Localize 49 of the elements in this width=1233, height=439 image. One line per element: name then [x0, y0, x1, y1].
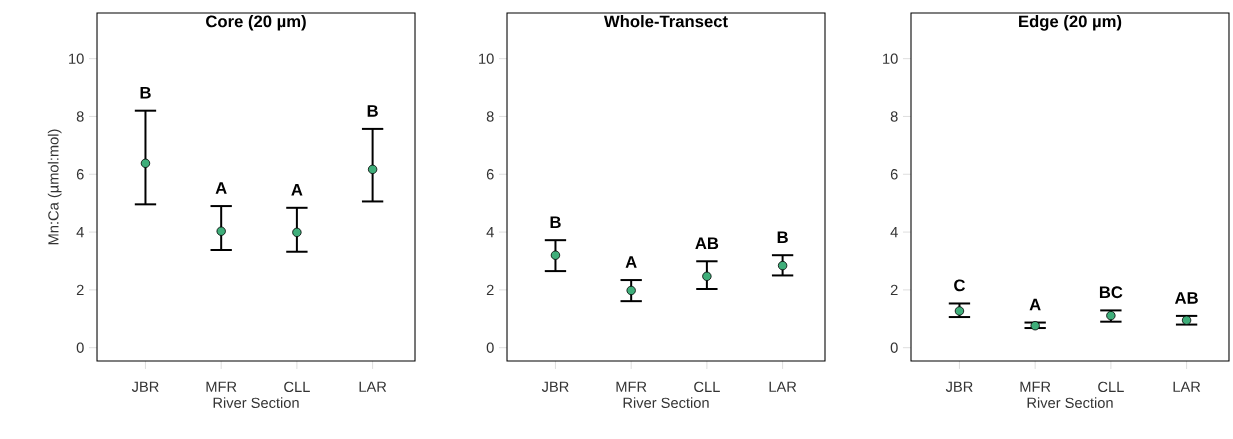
annotation: B	[367, 105, 378, 117]
annotation: B	[140, 86, 151, 99]
x-axis-title: River Section	[623, 397, 709, 409]
y-tick-label: 8	[76, 111, 84, 122]
chart-title: Core (20 µm)	[206, 15, 306, 31]
y-tick-label: 10	[69, 53, 84, 64]
annotation: B	[777, 231, 788, 243]
y-tick-label: 4	[76, 227, 84, 238]
annotation: AB	[1174, 292, 1198, 304]
x-tick-label: CLL	[694, 381, 720, 393]
y-tick-label: 4	[486, 227, 494, 238]
x-tick-label: MFR	[206, 381, 237, 392]
chart-title: Whole-Transect	[603, 15, 728, 28]
y-tick-label: 8	[486, 111, 494, 122]
y-tick-label: 2	[890, 284, 898, 296]
x-tick-label: LAR	[769, 381, 797, 392]
y-tick-label: 8	[890, 111, 898, 122]
annotation: A	[625, 256, 637, 268]
annotation: B	[550, 216, 561, 228]
y-tick-label: 10	[479, 53, 494, 64]
y-tick-label: 2	[486, 284, 494, 296]
y-tick-label: 6	[76, 169, 84, 180]
y-tick-label: 10	[883, 53, 898, 64]
annotation: A	[1029, 298, 1041, 311]
y-axis-title: Mn:Ca (µmol:mol)	[47, 129, 62, 245]
y-tick-label: 6	[486, 169, 494, 180]
x-axis-title: River Section	[213, 397, 299, 409]
y-tick-label: 2	[76, 284, 84, 296]
y-tick-label: 0	[890, 342, 898, 353]
x-tick-label: LAR	[1173, 381, 1201, 392]
annotation: C	[954, 279, 966, 292]
x-tick-label: JBR	[131, 381, 159, 392]
y-tick-label: 6	[890, 169, 898, 180]
x-tick-label: JBR	[541, 381, 569, 392]
annotation: A	[215, 182, 227, 194]
x-tick-label: CLL	[1098, 381, 1124, 393]
annotation: A	[291, 184, 303, 196]
y-tick-label: 0	[486, 342, 494, 353]
x-axis-title: River Section	[1027, 397, 1113, 409]
y-tick-label: 0	[76, 342, 84, 353]
x-tick-label: MFR	[616, 381, 647, 392]
x-tick-label: MFR	[1020, 381, 1051, 392]
x-tick-label: LAR	[359, 381, 387, 392]
x-tick-label: CLL	[284, 381, 310, 393]
y-tick-label: 4	[890, 227, 898, 238]
annotation: BC	[1099, 286, 1123, 299]
chart-title: Edge (20 µm)	[1019, 15, 1122, 31]
annotation: AB	[695, 237, 719, 250]
x-tick-label: JBR	[945, 381, 973, 392]
